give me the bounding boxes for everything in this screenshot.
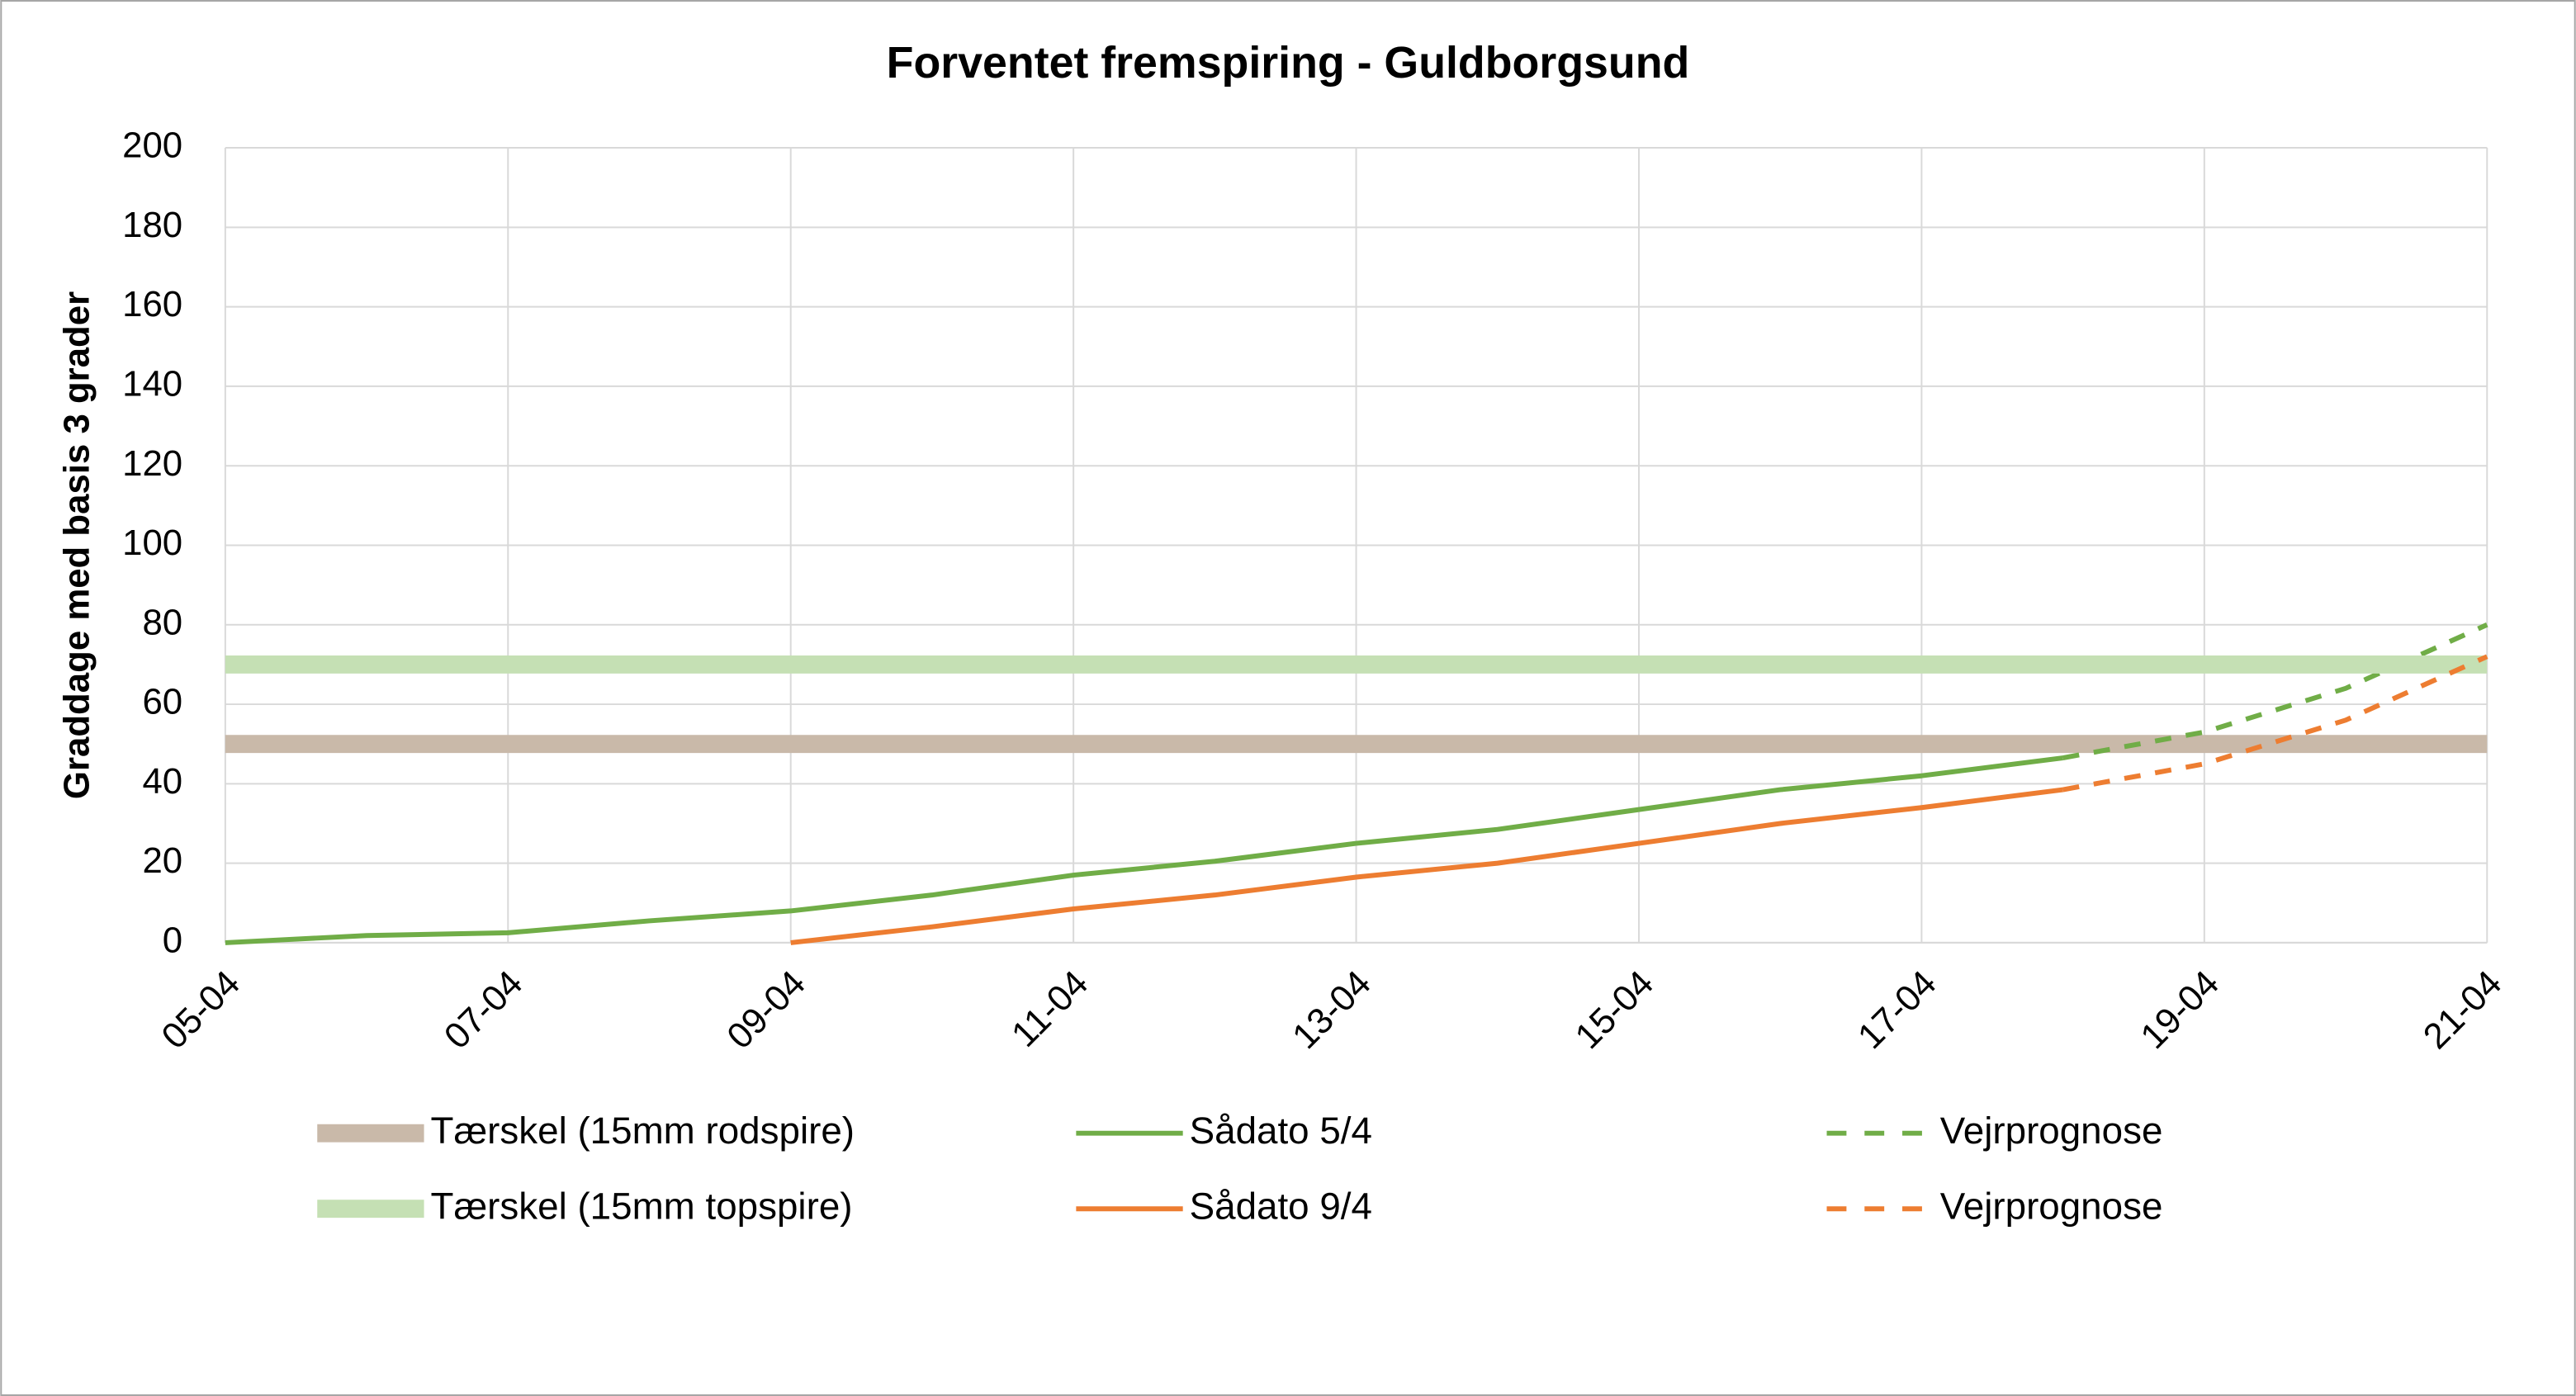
y-tick-label: 40 [142,761,182,802]
y-tick-label: 100 [122,523,182,563]
series-line [790,787,2064,945]
y-tick-label: 80 [142,602,182,642]
y-tick-label: 160 [122,284,182,324]
legend-label: Tærskel (15mm rodspire) [431,1110,855,1152]
legend-label: Tærskel (15mm topspire) [431,1185,853,1227]
y-tick-label: 180 [122,205,182,245]
series-line [2062,622,2488,760]
chart-title: Forventet fremspiring - Guldborgsund [887,38,1690,88]
y-axis-label: Graddage med basis 3 grader [56,291,97,799]
legend-label: Sådato 5/4 [1190,1110,1372,1152]
y-tick-label: 200 [122,125,182,166]
legend-label: Sådato 9/4 [1190,1185,1372,1227]
y-tick-label: 0 [163,920,182,960]
y-tick-label: 120 [122,443,182,484]
y-tick-label: 20 [142,840,182,881]
series-line [2062,654,2488,793]
series-line [225,755,2064,945]
legend-label: Vejrprognose [1940,1185,2163,1227]
legend-label: Vejrprognose [1940,1110,2163,1152]
y-tick-label: 60 [142,682,182,722]
y-tick-label: 140 [122,363,182,404]
